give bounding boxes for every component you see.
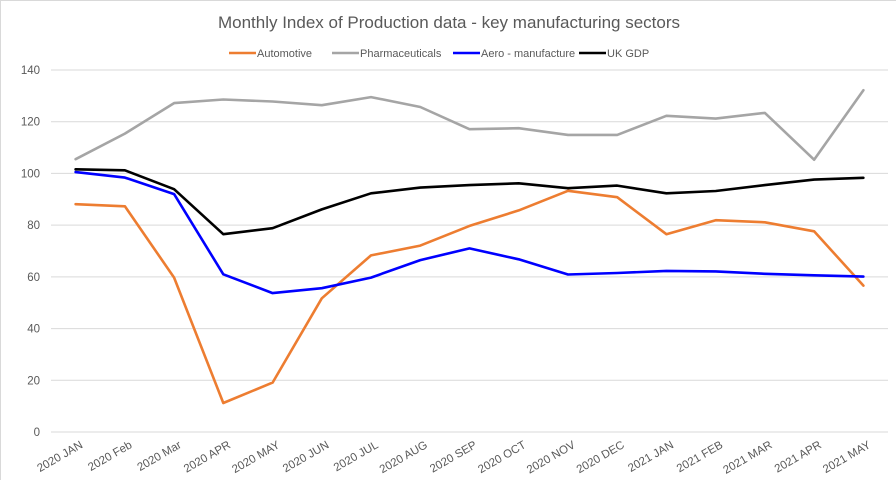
legend-label: UK GDP [607, 48, 649, 60]
series-lines [74, 88, 865, 405]
legend: Automotive Pharmaceuticals Aero - manufact… [229, 48, 649, 60]
series-line-uk-gdp [74, 168, 865, 236]
series-line-pharmaceuticals [74, 88, 865, 161]
x-tick-label: 2020 Feb [86, 439, 134, 474]
x-tick-label: 2021 APR [773, 439, 824, 475]
x-tick-label: 2020 JAN [35, 439, 85, 475]
x-tick-label: 2020 JUL [332, 439, 381, 474]
x-tick-label: 2021 MAY [821, 439, 873, 476]
y-tick-label: 120 [21, 117, 40, 129]
legend-item-pharmaceuticals: Pharmaceuticals [332, 48, 442, 60]
y-tick-label: 140 [21, 65, 40, 77]
x-tick-label: 2020 AUG [378, 439, 430, 476]
y-tick-label: 60 [27, 272, 40, 284]
series-line-automotive [74, 189, 865, 405]
x-tick-label: 2021 MAR [721, 439, 774, 477]
legend-label: Automotive [257, 48, 312, 60]
x-tick-label: 2021 FEB [675, 439, 726, 475]
legend-item-automotive: Automotive [229, 48, 312, 60]
x-tick-label: 2020 OCT [476, 439, 528, 476]
x-tick-label: 2020 SEP [428, 439, 479, 475]
legend-item-aero-manufacture: Aero - manufacture [453, 48, 575, 60]
legend-label: Aero - manufacture [481, 48, 575, 60]
y-tick-label: 80 [27, 220, 40, 232]
y-axis-ticks: 0 20 40 60 80 100 120 140 [21, 65, 40, 439]
legend-label: Pharmaceuticals [360, 48, 442, 60]
x-tick-label: 2020 JUN [281, 439, 331, 475]
x-tick-label: 2021 JAN [626, 439, 676, 475]
gridlines [51, 69, 888, 433]
legend-item-uk-gdp: UK GDP [579, 48, 649, 60]
x-tick-label: 2020 DEC [575, 439, 627, 476]
y-tick-label: 20 [27, 375, 40, 387]
x-tick-label: 2020 Mar [136, 439, 184, 474]
x-tick-label: 2020 NOV [525, 439, 578, 476]
series-line-aero-manufacture [74, 170, 865, 295]
y-tick-label: 40 [27, 324, 40, 336]
y-tick-label: 0 [34, 427, 40, 439]
x-tick-label: 2020 APR [182, 439, 233, 475]
chart-title: Monthly Index of Production data - key m… [218, 13, 680, 32]
x-tick-label: 2020 MAY [230, 439, 282, 476]
y-tick-label: 100 [21, 168, 40, 180]
